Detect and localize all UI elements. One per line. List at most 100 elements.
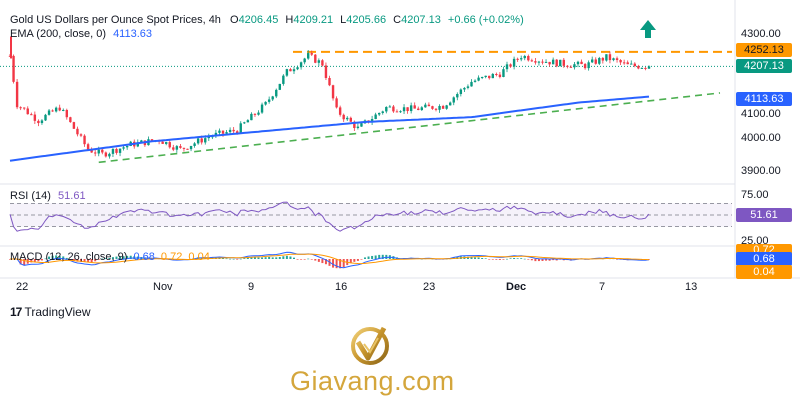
candle-body xyxy=(420,107,423,111)
candle-body xyxy=(637,66,640,69)
macd-hist-bar xyxy=(58,256,61,259)
macd-hist-bar xyxy=(51,255,54,259)
macd-legend-v2: 0.72 xyxy=(160,251,183,263)
candle-body xyxy=(225,132,228,134)
low-value: 4205.66 xyxy=(346,14,387,26)
candle-body xyxy=(33,114,37,121)
candle-body xyxy=(438,106,441,110)
x-tick-7: 7 xyxy=(599,281,606,293)
candle-body xyxy=(583,64,587,69)
high-value: 4209.21 xyxy=(293,14,334,26)
macd-hist-bar xyxy=(470,257,473,259)
x-tick-13: 13 xyxy=(685,281,698,293)
grid-lines xyxy=(0,0,800,279)
candle-body xyxy=(125,145,129,148)
candle-body xyxy=(537,61,541,63)
macd-hist-bar xyxy=(317,259,320,262)
candle-body xyxy=(236,131,239,134)
macd-hist-bar xyxy=(332,259,335,268)
macd-hist-bar xyxy=(76,259,79,262)
candle-body xyxy=(243,122,246,124)
price-badge: 4207.13 xyxy=(736,59,792,73)
candle-body xyxy=(228,129,232,133)
chart-canvas xyxy=(0,0,800,279)
price-tick-4000: 4000.00 xyxy=(741,132,781,144)
candle-body xyxy=(108,153,111,157)
macd-hist-bar xyxy=(72,259,75,261)
candle-body xyxy=(527,55,530,61)
candle-body xyxy=(207,136,210,139)
macd-legend: MACD (12, 26, close, 9) 0.68 0.72 0.04 xyxy=(10,251,210,263)
macd-hist-bar xyxy=(261,257,264,259)
candle-body xyxy=(534,61,537,63)
macd-hist-bar xyxy=(495,259,498,260)
macd-hist-bar xyxy=(37,259,40,262)
candles xyxy=(8,36,651,159)
candle-body xyxy=(23,107,26,109)
macd-hist-bar xyxy=(126,255,129,259)
macd-hist-bar xyxy=(488,259,491,260)
candle-body xyxy=(111,148,115,154)
candle-body xyxy=(587,62,590,69)
macd-hist-bar xyxy=(40,259,43,261)
close-value: 4207.13 xyxy=(401,14,441,26)
candle-body xyxy=(434,108,438,110)
rsi-pane xyxy=(9,201,732,232)
candle-body xyxy=(299,62,303,68)
ema-label: EMA (200, close, 0) xyxy=(10,28,106,40)
candle-body xyxy=(626,62,629,65)
macd-hist-bar xyxy=(101,258,104,260)
macd-hist-bar xyxy=(530,259,533,261)
candle-body xyxy=(495,73,498,75)
macd-hist-bar xyxy=(87,259,90,263)
macd-hist-bar xyxy=(289,256,292,259)
candle-body xyxy=(204,138,207,143)
candle-body xyxy=(303,58,306,63)
macd-hist-bar xyxy=(371,255,374,259)
macd-hist-bar xyxy=(498,259,501,260)
candle-body xyxy=(409,105,413,112)
candle-body xyxy=(239,123,242,134)
price-tick-4100: 4100.00 xyxy=(741,108,781,120)
giavang-brand: Giavang.com xyxy=(290,366,455,396)
candle-body xyxy=(630,63,633,65)
candle-body xyxy=(608,54,612,61)
candle-body xyxy=(140,140,143,143)
macd-hist-bar xyxy=(349,259,352,264)
candle-body xyxy=(47,110,51,115)
macd-hist-bar xyxy=(122,256,125,259)
macd-hist-bar xyxy=(285,255,288,259)
macd-hist-bar xyxy=(44,258,47,260)
macd-line xyxy=(10,251,650,269)
candle-body xyxy=(12,55,15,82)
macd-hist-bar xyxy=(296,259,299,260)
x-tick-nov: Nov xyxy=(153,281,173,293)
candle-body xyxy=(441,106,445,109)
macd-hist-bar xyxy=(360,259,363,260)
macd-hist-bar xyxy=(523,258,526,260)
candle-body xyxy=(576,61,580,65)
first-candle-spike xyxy=(10,36,12,59)
candle-body xyxy=(83,135,86,145)
tradingview-logo[interactable]: 17 TradingView xyxy=(10,305,91,319)
candle-body xyxy=(395,111,399,113)
chart-header: Gold US Dollars per Ounce Spot Prices, 4… xyxy=(10,14,524,26)
candle-body xyxy=(644,67,647,69)
candle-body xyxy=(402,107,406,112)
candle-body xyxy=(335,98,338,108)
rsi-tick-75: 75.00 xyxy=(741,189,769,201)
candle-body xyxy=(544,61,548,63)
x-tick-16: 16 xyxy=(335,281,348,293)
rsi-legend: RSI (14) 51.61 xyxy=(10,190,86,202)
candle-body xyxy=(484,75,487,77)
macd-hist-bar xyxy=(537,259,540,262)
macd-hist-bar xyxy=(520,258,523,259)
rsi-badge: 51.61 xyxy=(736,208,792,222)
candle-body xyxy=(314,54,317,63)
macd-hist-bar xyxy=(104,258,107,259)
candle-body xyxy=(267,99,271,102)
candle-body xyxy=(278,83,281,90)
candle-body xyxy=(498,74,502,77)
candle-body xyxy=(381,111,384,113)
candle-body xyxy=(392,106,395,112)
